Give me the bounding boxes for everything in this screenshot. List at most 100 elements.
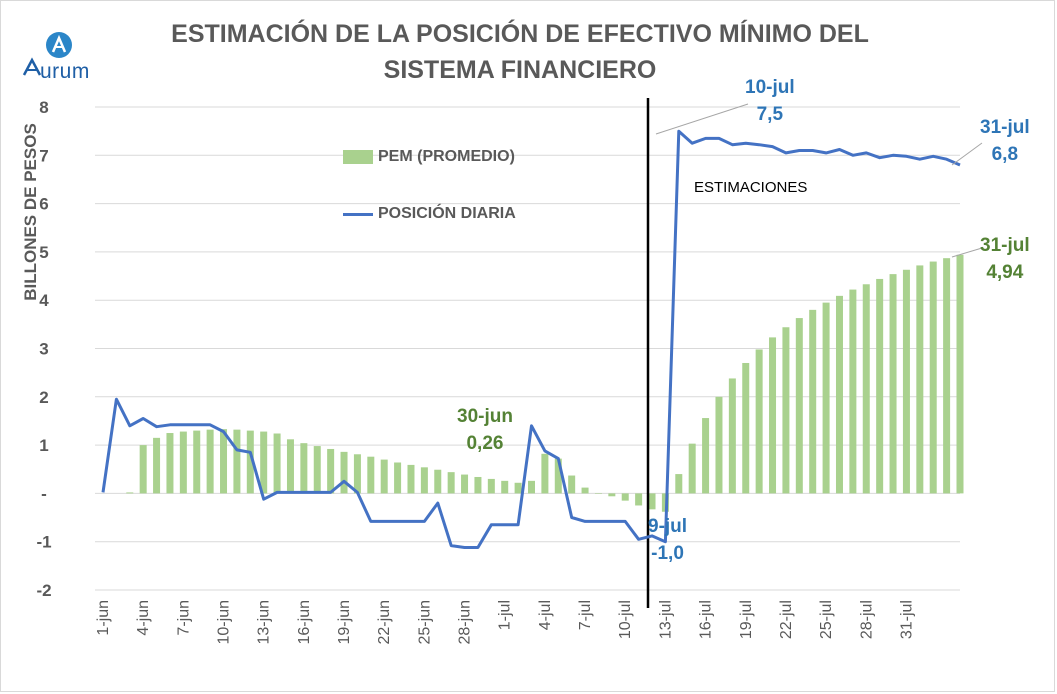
bar — [407, 464, 415, 494]
annotation-10-jul-date: 10-jul — [745, 77, 795, 98]
annotation-10-jul: 10-jul 7,5 — [745, 74, 795, 128]
bar — [353, 454, 361, 494]
annotation-31-jul-bar: 31-jul 4,94 — [980, 232, 1030, 286]
bar — [474, 476, 482, 494]
bar — [876, 278, 884, 494]
bar — [621, 493, 629, 501]
bar — [179, 431, 187, 494]
bar — [394, 462, 402, 494]
bar — [380, 459, 388, 494]
bar — [902, 269, 910, 494]
bar — [554, 458, 562, 494]
x-tick-label: 4-jul — [537, 600, 554, 630]
bar — [461, 474, 469, 494]
bar — [273, 433, 281, 494]
bar — [300, 443, 308, 494]
bar — [862, 284, 870, 494]
legend-label-pem: PEM (PROMEDIO) — [378, 148, 515, 165]
bar — [688, 443, 696, 494]
title-line-2: SISTEMA FINANCIERO — [383, 56, 657, 84]
bar — [648, 493, 656, 510]
posicion-diaria-line — [101, 129, 961, 549]
bar — [889, 274, 897, 494]
x-tick-label: 13-jul — [657, 600, 674, 639]
annotation-30-jun: 30-jun 0,26 — [457, 403, 513, 457]
bar — [166, 433, 174, 494]
bar — [246, 430, 254, 494]
bar — [916, 265, 924, 494]
x-tick-label: 1-jul — [497, 600, 514, 630]
annotation-31-jul-bar-date: 31-jul — [980, 235, 1030, 256]
bar — [702, 418, 710, 494]
bar — [286, 439, 294, 494]
bar — [434, 469, 442, 494]
chart-title: ESTIMACIÓN DE LA POSICIÓN DE EFECTIVO MÍ… — [120, 16, 920, 88]
bar — [126, 492, 134, 494]
bar — [956, 254, 964, 494]
annotation-9-jul-value: -1,0 — [651, 543, 684, 564]
legend-item-pem: PEM (PROMEDIO) — [343, 148, 515, 166]
annotation-31-jul-bar-value: 4,94 — [986, 262, 1024, 283]
leader-line — [951, 142, 983, 166]
bar — [795, 318, 803, 494]
annotation-9-jul: 9-jul -1,0 — [648, 513, 687, 567]
bar — [233, 429, 241, 494]
x-tick-label: 10-jul — [617, 600, 634, 639]
x-tick-label: 22-jun — [376, 600, 393, 644]
x-tick-label: 19-jul — [738, 600, 755, 639]
bar — [206, 429, 214, 494]
bar — [528, 480, 535, 494]
bar — [929, 261, 937, 494]
y-tick-label: -2 — [36, 581, 51, 600]
y-tick-label: 7 — [39, 146, 48, 165]
bar — [568, 475, 576, 494]
y-tick-label: -1 — [36, 533, 51, 552]
bar — [501, 480, 509, 494]
leader-line — [951, 247, 983, 258]
bar — [367, 456, 375, 494]
bar — [943, 258, 951, 494]
bar — [340, 451, 348, 494]
annotation-30-jun-value: 0,26 — [466, 433, 504, 454]
bar — [313, 446, 321, 494]
y-tick-label: - — [41, 484, 47, 503]
x-tick-label: 7-jun — [175, 600, 192, 636]
logo-text: urum — [40, 60, 90, 83]
bar — [420, 467, 428, 494]
bar — [447, 472, 455, 494]
bar — [849, 289, 857, 494]
legend-swatch-line — [343, 212, 373, 216]
x-tick-label: 25-jul — [818, 600, 835, 639]
bar — [742, 362, 750, 494]
bar — [514, 482, 522, 494]
x-tick-label: 4-jun — [135, 600, 152, 636]
x-tick-label: 28-jun — [457, 600, 474, 644]
bar — [675, 474, 683, 494]
bar — [809, 309, 817, 494]
bar — [822, 302, 830, 494]
bar — [608, 493, 616, 497]
bar — [728, 378, 736, 494]
bar — [193, 430, 201, 494]
aurum-logo — [20, 28, 110, 88]
bar — [835, 295, 843, 494]
bar — [487, 478, 495, 494]
x-tick-label: 10-jun — [216, 600, 233, 644]
y-tick-label: 2 — [39, 388, 48, 407]
bar — [220, 429, 228, 494]
x-tick-label: 28-jul — [858, 600, 875, 639]
x-tick-label: 19-jun — [336, 600, 353, 644]
x-tick-label: 22-jul — [778, 600, 795, 639]
bar — [153, 437, 161, 494]
bar — [260, 431, 268, 494]
bar — [139, 445, 147, 494]
annotation-10-jul-value: 7,5 — [756, 104, 784, 125]
legend-item-posicion: POSICIÓN DIARIA — [343, 205, 516, 223]
annotation-31-jul-line-date: 31-jul — [980, 117, 1030, 138]
y-tick-label: 5 — [39, 243, 48, 262]
bar — [327, 448, 335, 494]
bar — [581, 487, 589, 494]
annotation-31-jul-line: 31-jul 6,8 — [980, 114, 1030, 168]
